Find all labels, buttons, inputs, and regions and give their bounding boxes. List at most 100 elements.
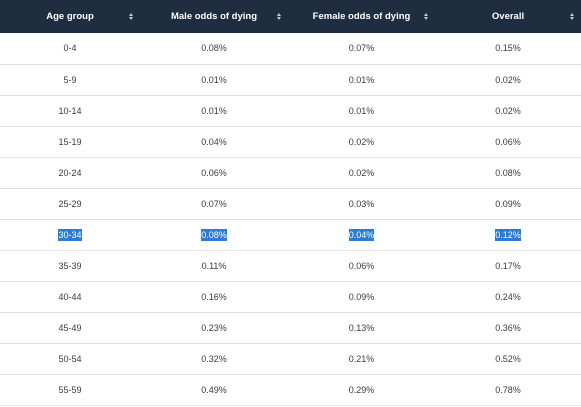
overall-cell: 0.06% <box>435 126 581 158</box>
cell-text: 0.36% <box>495 322 521 333</box>
overall-cell: 0.52% <box>435 343 581 375</box>
cell-text: 0.06% <box>201 167 227 178</box>
cell-text: 40-44 <box>58 291 82 302</box>
header-row: Age group Male odds of dying Female odds… <box>0 0 581 33</box>
female-odds-cell: 0.06% <box>288 250 435 282</box>
table-row: 55-59 0.49% 0.29% 0.78% <box>0 374 581 406</box>
column-header-label: Age group <box>46 11 94 22</box>
cell-text: 0.08% <box>495 167 521 178</box>
column-header-label: Overall <box>491 11 525 22</box>
age-group-cell: 5-9 <box>0 64 140 96</box>
cell-text: 0.01% <box>348 74 375 85</box>
age-group-cell: 25-29 <box>0 188 140 220</box>
male-odds-cell: 0.04% <box>140 126 288 158</box>
cell-text: 0.01% <box>348 105 375 116</box>
female-odds-cell: 0.04% <box>288 219 435 251</box>
female-odds-cell: 0.13% <box>288 312 435 344</box>
female-odds-cell: 0.02% <box>288 157 435 189</box>
table-row: 15-19 0.04% 0.02% 0.06% <box>0 126 581 158</box>
table-row: 0-4 0.08% 0.07% 0.15% <box>0 33 581 65</box>
cell-text: 0.52% <box>495 353 521 364</box>
cell-text: 0.02% <box>495 105 521 116</box>
table-row: 10-14 0.01% 0.01% 0.02% <box>0 95 581 127</box>
age-group-cell: 15-19 <box>0 126 140 158</box>
table-row: 5-9 0.01% 0.01% 0.02% <box>0 64 581 96</box>
age-group-cell: 30-34 <box>0 219 140 251</box>
overall-cell: 0.12% <box>435 219 581 251</box>
cell-text: 35-39 <box>58 260 82 271</box>
table-row: 45-49 0.23% 0.13% 0.36% <box>0 312 581 344</box>
cell-text: 10-14 <box>58 105 82 116</box>
age-group-cell: 20-24 <box>0 157 140 189</box>
cell-text: 0.01% <box>201 74 227 85</box>
overall-cell: 0.24% <box>435 281 581 313</box>
female-odds-cell: 0.01% <box>288 95 435 127</box>
cell-text: 0.02% <box>495 74 521 85</box>
age-group-cell: 35-39 <box>0 250 140 282</box>
male-odds-cell: 0.08% <box>140 219 288 251</box>
overall-cell: 0.02% <box>435 95 581 127</box>
cell-text: 0.29% <box>348 384 375 395</box>
age-group-cell: 55-59 <box>0 374 140 406</box>
age-group-cell: 10-14 <box>0 95 140 127</box>
cell-text: 0.01% <box>201 105 227 116</box>
table-row: 20-24 0.06% 0.02% 0.08% <box>0 157 581 189</box>
male-odds-cell: 0.11% <box>140 250 288 282</box>
cell-text: 0.06% <box>348 260 375 271</box>
cell-text: 5-9 <box>63 74 77 85</box>
cell-text: 15-19 <box>58 136 82 147</box>
sort-arrows-icon[interactable] <box>276 12 282 22</box>
male-odds-cell: 0.01% <box>140 95 288 127</box>
female-odds-cell: 0.02% <box>288 126 435 158</box>
cell-text: 0.04% <box>201 136 227 147</box>
female-odds-cell: 0.03% <box>288 188 435 220</box>
cell-text: 0.03% <box>348 198 375 209</box>
cell-text: 0.49% <box>201 384 227 395</box>
cell-text: 0.23% <box>201 322 227 333</box>
female-odds-cell: 0.29% <box>288 374 435 406</box>
sort-arrows-icon[interactable] <box>128 12 134 22</box>
cell-text: 0.04% <box>348 228 375 241</box>
column-header-label: Female odds of dying <box>312 11 411 22</box>
table-body: 0-4 0.08% 0.07% 0.15% 5-9 0.01% 0.01% 0.02% 10-1… <box>0 33 581 406</box>
overall-cell: 0.36% <box>435 312 581 344</box>
table-row: 40-44 0.16% 0.09% 0.24% <box>0 281 581 313</box>
cell-text: 0.02% <box>348 136 375 147</box>
cell-text: 45-49 <box>58 322 82 333</box>
column-header-female-odds[interactable]: Female odds of dying <box>288 0 435 33</box>
cell-text: 0-4 <box>63 43 77 54</box>
cell-text: 50-54 <box>58 353 82 364</box>
column-header-male-odds[interactable]: Male odds of dying <box>140 0 288 33</box>
cell-text: 0.08% <box>201 228 227 241</box>
column-header-age-group[interactable]: Age group <box>0 0 140 33</box>
overall-cell: 0.17% <box>435 250 581 282</box>
cell-text: 25-29 <box>58 198 82 209</box>
cell-text: 20-24 <box>58 167 82 178</box>
age-group-cell: 50-54 <box>0 343 140 375</box>
cell-text: 0.02% <box>348 167 375 178</box>
overall-cell: 0.15% <box>435 33 581 65</box>
cell-text: 0.17% <box>495 260 521 271</box>
male-odds-cell: 0.49% <box>140 374 288 406</box>
male-odds-cell: 0.08% <box>140 33 288 65</box>
male-odds-cell: 0.32% <box>140 343 288 375</box>
overall-cell: 0.09% <box>435 188 581 220</box>
sort-arrows-icon[interactable] <box>423 12 429 22</box>
cell-text: 0.24% <box>495 291 521 302</box>
male-odds-cell: 0.23% <box>140 312 288 344</box>
female-odds-cell: 0.21% <box>288 343 435 375</box>
cell-text: 0.16% <box>201 291 227 302</box>
female-odds-cell: 0.09% <box>288 281 435 313</box>
female-odds-cell: 0.01% <box>288 64 435 96</box>
cell-text: 0.32% <box>201 353 227 364</box>
age-group-cell: 40-44 <box>0 281 140 313</box>
female-odds-cell: 0.07% <box>288 33 435 65</box>
cell-text: 0.13% <box>348 322 375 333</box>
table-row: 50-54 0.32% 0.21% 0.52% <box>0 343 581 375</box>
male-odds-cell: 0.01% <box>140 64 288 96</box>
sort-arrows-icon[interactable] <box>569 12 575 22</box>
column-header-overall[interactable]: Overall <box>435 0 581 33</box>
column-header-label: Male odds of dying <box>170 11 258 22</box>
overall-cell: 0.08% <box>435 157 581 189</box>
